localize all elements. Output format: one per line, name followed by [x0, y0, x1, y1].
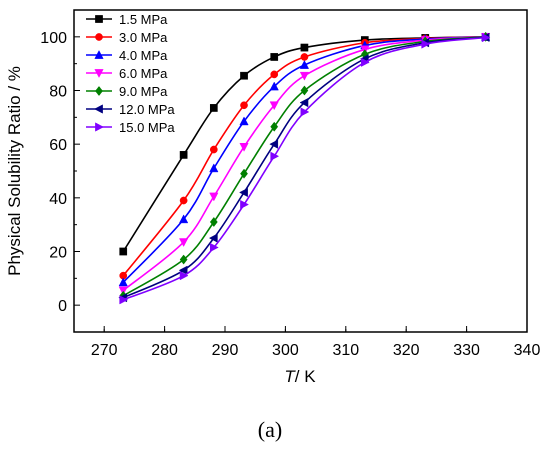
legend-item-4-0-mpa: 4.0 MPa	[86, 48, 168, 63]
data-point-15-0-mpa	[481, 33, 491, 43]
legend-swatch-marker	[95, 33, 103, 41]
x-tick-label: 310	[332, 342, 359, 359]
legend-item-9-0-mpa: 9.0 MPa	[86, 84, 168, 99]
data-point-6-0-mpa	[179, 238, 189, 248]
data-point-12-0-mpa	[208, 233, 218, 243]
legend-item-6-0-mpa: 6.0 MPa	[86, 66, 168, 81]
y-axis-title: Physical Solubility Ratio / %	[5, 66, 24, 276]
x-tick-label: 280	[151, 342, 178, 359]
y-tick-label: 40	[49, 191, 67, 208]
y-tick-label: 80	[49, 84, 67, 101]
data-point-4-0-mpa	[209, 163, 219, 173]
data-point-1-5-mpa	[240, 71, 248, 80]
legend-swatch-marker	[95, 122, 104, 132]
legend-label: 6.0 MPa	[119, 66, 168, 81]
legend-item-1-5-mpa: 1.5 MPa	[86, 12, 168, 27]
y-tick-label: 100	[40, 30, 67, 47]
data-point-6-0-mpa	[269, 101, 279, 111]
data-point-15-0-mpa	[119, 295, 129, 305]
data-point-15-0-mpa	[240, 199, 249, 210]
data-point-3-0-mpa	[209, 145, 218, 154]
data-point-6-0-mpa	[209, 192, 219, 202]
data-point-4-0-mpa	[118, 277, 128, 287]
x-tick-label: 320	[393, 342, 420, 359]
data-point-9-0-mpa	[270, 121, 279, 132]
data-point-3-0-mpa	[300, 53, 309, 61]
legend-swatch-marker	[95, 15, 103, 23]
x-axis-title: T/ K	[284, 367, 316, 386]
data-point-15-0-mpa	[179, 271, 189, 281]
data-point-3-0-mpa	[270, 70, 279, 79]
legend-label: 12.0 MPa	[119, 102, 175, 117]
data-point-9-0-mpa	[209, 216, 218, 227]
panel-label: (a)	[258, 417, 282, 442]
data-point-1-5-mpa	[119, 247, 128, 256]
data-point-4-0-mpa	[299, 60, 310, 69]
series-6-0-mpa	[118, 32, 491, 296]
data-point-9-0-mpa	[240, 168, 248, 179]
data-point-1-5-mpa	[209, 104, 218, 112]
data-point-4-0-mpa	[269, 81, 279, 91]
series-15-0-mpa	[119, 33, 491, 305]
y-tick-label: 0	[58, 298, 67, 315]
data-point-1-5-mpa	[300, 43, 309, 52]
legend-swatch-marker	[95, 85, 103, 97]
legend-label: 15.0 MPa	[119, 120, 175, 135]
y-tick-label: 60	[49, 137, 67, 154]
x-tick-label: 330	[453, 342, 480, 359]
legend-item-15-0-mpa: 15.0 MPa	[86, 120, 175, 135]
data-point-12-0-mpa	[178, 265, 188, 275]
data-point-12-0-mpa	[269, 139, 279, 149]
data-point-12-0-mpa	[239, 187, 248, 198]
data-point-15-0-mpa	[270, 151, 280, 161]
series-4-0-mpa	[118, 31, 491, 287]
data-point-6-0-mpa	[299, 71, 310, 81]
x-tick-label: 270	[91, 342, 118, 359]
data-point-6-0-mpa	[239, 143, 249, 152]
data-point-15-0-mpa	[360, 57, 370, 67]
data-point-1-5-mpa	[179, 151, 188, 159]
data-point-15-0-mpa	[300, 107, 310, 117]
legend-swatch-marker	[94, 104, 103, 114]
legend-swatch-marker	[94, 50, 104, 59]
legend: 1.5 MPa 3.0 MPa 4.0 MPa 6.0 MPa 9.0 MPa 12.0 …	[86, 12, 175, 135]
data-point-3-0-mpa	[179, 196, 188, 205]
data-point-15-0-mpa	[209, 242, 219, 253]
legend-item-12-0-mpa: 12.0 MPa	[86, 102, 175, 117]
legend-swatch-marker	[94, 69, 104, 78]
data-point-3-0-mpa	[240, 101, 248, 110]
data-point-9-0-mpa	[179, 254, 188, 265]
x-tick-label: 300	[272, 342, 299, 359]
series-3-0-mpa	[119, 32, 490, 280]
data-point-15-0-mpa	[421, 39, 431, 49]
legend-label: 4.0 MPa	[119, 48, 168, 63]
axis-ticks: 270 280 290 300 310 320 330 340 0 20 40 60 80 100	[40, 9, 541, 359]
x-tick-label: 290	[212, 342, 239, 359]
legend-label: 9.0 MPa	[119, 84, 168, 99]
data-point-1-5-mpa	[270, 53, 279, 61]
x-tick-label: 340	[514, 342, 541, 359]
series-line-1-5-mpa	[122, 36, 486, 252]
legend-label: 1.5 MPa	[119, 12, 168, 27]
x-axis-title-italic: T	[284, 367, 296, 386]
y-tick-label: 20	[49, 245, 67, 262]
x-axis-title-rest: / K	[295, 367, 316, 386]
legend-label: 3.0 MPa	[119, 30, 168, 45]
data-point-4-0-mpa	[179, 214, 189, 224]
series-group	[118, 31, 491, 305]
data-point-9-0-mpa	[300, 85, 309, 96]
data-point-12-0-mpa	[299, 97, 309, 108]
legend-item-3-0-mpa: 3.0 MPa	[86, 30, 168, 45]
data-point-4-0-mpa	[239, 116, 249, 126]
